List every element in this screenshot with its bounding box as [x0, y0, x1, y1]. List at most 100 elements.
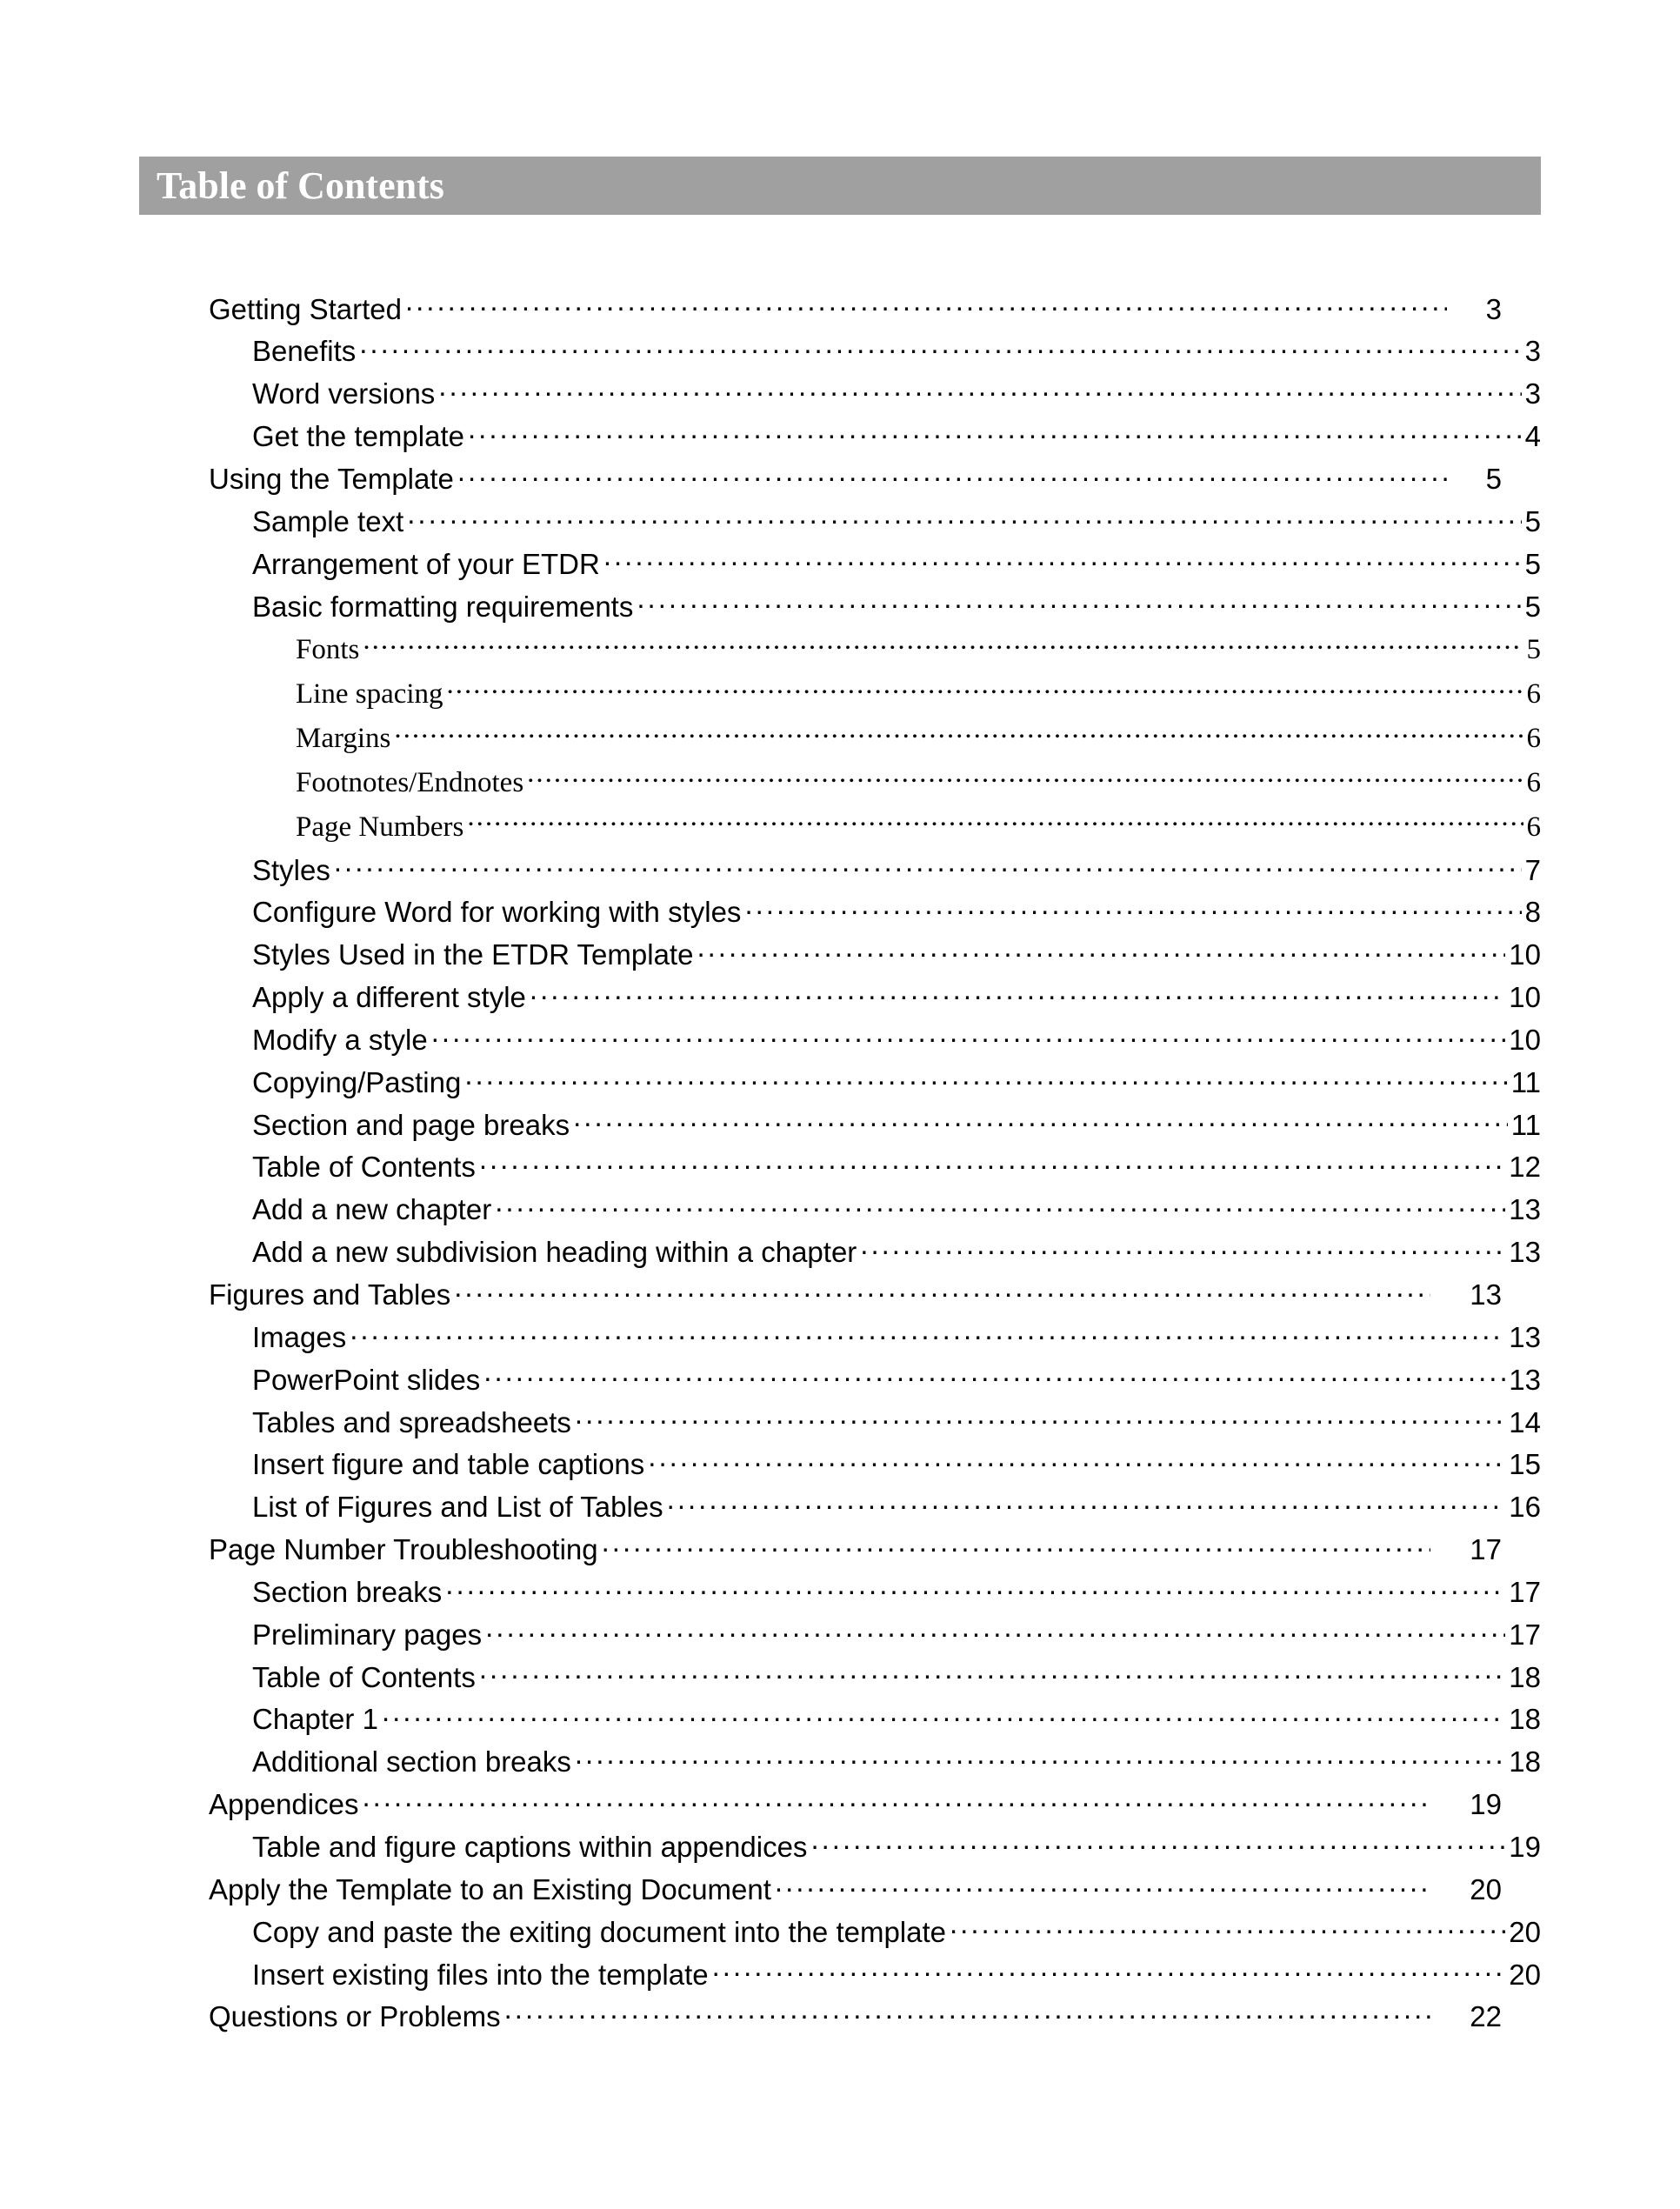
toc-leader-dots: [479, 1652, 1505, 1687]
toc-page-number: 10: [1509, 1022, 1541, 1058]
toc-page-number: 5: [1525, 504, 1541, 539]
toc-label: Appendices: [209, 1786, 358, 1822]
toc-label: Sample text: [252, 504, 403, 539]
toc-label: Getting Started: [209, 291, 402, 327]
toc-page-number: 13: [1509, 1319, 1541, 1355]
toc-page-number: 10: [1509, 937, 1541, 972]
toc-label: Add a new subdivision heading within a c…: [252, 1234, 857, 1270]
toc-leader-dots: [467, 801, 1523, 836]
toc-leader-dots: [438, 370, 1521, 404]
toc-leader-dots: [405, 284, 1447, 319]
toc-entry: PowerPoint slides13: [209, 1355, 1541, 1398]
toc-entry: Appendices 19: [209, 1780, 1541, 1823]
toc-entry: Footnotes/Endnotes6: [209, 757, 1541, 801]
toc-entry: Figures and Tables 13: [209, 1270, 1541, 1312]
toc-entry: Benefits3: [209, 327, 1541, 370]
toc-leader-dots: [775, 1865, 1430, 1899]
toc-entry: Add a new chapter13: [209, 1185, 1541, 1228]
toc-entry: Insert figure and table captions15: [209, 1440, 1541, 1483]
toc-entry: Basic formatting requirements5: [209, 582, 1541, 624]
toc-container: Getting Started3Benefits3Word versions3G…: [139, 284, 1541, 2035]
toc-entry: Add a new subdivision heading within a c…: [209, 1228, 1541, 1271]
toc-label: Apply the Template to an Existing Docume…: [209, 1872, 771, 1907]
toc-entry: Sample text 5: [209, 497, 1541, 539]
toc-entry: Getting Started 3: [209, 284, 1541, 327]
toc-page-number: 6: [1527, 677, 1542, 712]
toc-label: Table of Contents: [252, 1149, 476, 1185]
toc-label: Section breaks: [252, 1574, 442, 1610]
toc-page-number: 18: [1509, 1659, 1541, 1695]
toc-leader-dots: [495, 1185, 1505, 1220]
toc-page-number: 8: [1525, 894, 1541, 930]
toc-page-number: 20: [1509, 1914, 1541, 1950]
toc-label: Benefits: [252, 333, 356, 369]
toc-label: Page Number Troubleshooting: [209, 1532, 598, 1567]
toc-leader-dots: [350, 1312, 1505, 1347]
toc-label: Get the template: [252, 418, 464, 454]
toc-leader-dots: [431, 1015, 1506, 1050]
toc-label: Table and figure captions within appendi…: [252, 1829, 807, 1865]
toc-entry: Section breaks 17: [209, 1567, 1541, 1610]
toc-page-number: 6: [1527, 810, 1542, 845]
toc-entry: Copying/Pasting11: [209, 1058, 1541, 1100]
toc-leader-dots: [575, 1398, 1505, 1432]
toc-leader-dots: [810, 1822, 1505, 1857]
toc-leader-dots: [712, 1950, 1506, 1985]
toc-leader-dots: [573, 1100, 1508, 1135]
toc-page-number: 5: [1525, 589, 1541, 624]
toc-label: Insert figure and table captions: [252, 1446, 644, 1482]
toc-page-number: 5: [1527, 632, 1542, 668]
toc-page-number: 19: [1470, 1786, 1502, 1822]
toc-page-number: 4: [1525, 418, 1541, 454]
toc-page-number: 16: [1509, 1489, 1541, 1525]
toc-page-number: 13: [1470, 1277, 1502, 1312]
toc-leader-dots: [362, 1780, 1430, 1815]
toc-entry: Insert existing files into the template 2…: [209, 1950, 1541, 1992]
toc-label: Copying/Pasting: [252, 1064, 461, 1100]
toc-page-number: 3: [1486, 291, 1502, 327]
toc-leader-dots: [744, 888, 1521, 923]
toc-entry: Questions or Problems22: [209, 1992, 1541, 2035]
toc-entry: Preliminary pages17: [209, 1610, 1541, 1652]
toc-label: Styles Used in the ETDR Template: [252, 937, 693, 972]
toc-label: Insert existing files into the template: [252, 1957, 709, 1992]
toc-entry: Table of Contents 18: [209, 1652, 1541, 1695]
toc-label: Page Numbers: [296, 810, 463, 845]
document-page: Table of Contents Getting Started3Benefi…: [0, 0, 1680, 2209]
toc-page-number: 22: [1470, 1999, 1502, 2034]
toc-leader-dots: [860, 1228, 1505, 1263]
toc-page-number: 20: [1509, 1957, 1541, 1992]
toc-leader-dots: [464, 1058, 1507, 1092]
toc-label: Configure Word for working with styles: [252, 894, 741, 930]
toc-leader-dots: [504, 1992, 1431, 2027]
toc-leader-dots: [454, 1270, 1430, 1305]
toc-leader-dots: [483, 1355, 1505, 1390]
toc-entry: Using the Template5: [209, 454, 1541, 497]
toc-label: Chapter 1: [252, 1701, 378, 1737]
toc-page-number: 13: [1509, 1191, 1541, 1227]
toc-leader-dots: [468, 412, 1522, 447]
toc-page-number: 11: [1511, 1107, 1541, 1143]
toc-label: Table of Contents: [252, 1659, 476, 1695]
toc-entry: Images13: [209, 1312, 1541, 1355]
toc-entry: Apply a different style10: [209, 973, 1541, 1016]
toc-label: Preliminary pages: [252, 1617, 482, 1652]
toc-leader-dots: [648, 1440, 1505, 1475]
toc-entry: Arrangement of your ETDR5: [209, 539, 1541, 582]
toc-leader-dots: [697, 931, 1505, 965]
toc-page-number: 17: [1470, 1532, 1502, 1567]
toc-label: Figures and Tables: [209, 1277, 450, 1312]
toc-header: Table of Contents: [139, 157, 1541, 215]
toc-label: Margins: [296, 721, 390, 757]
toc-entry: Page Number Troubleshooting 17: [209, 1525, 1541, 1567]
toc-label: Styles: [252, 852, 330, 888]
toc-leader-dots: [950, 1907, 1505, 1942]
toc-page-number: 18: [1509, 1701, 1541, 1737]
toc-page-number: 13: [1509, 1362, 1541, 1398]
toc-leader-dots: [445, 1567, 1505, 1602]
toc-entry: Page Numbers 6: [209, 801, 1541, 845]
toc-label: Tables and spreadsheets: [252, 1405, 571, 1440]
toc-leader-dots: [363, 624, 1523, 659]
toc-entry: Configure Word for working with styles 8: [209, 888, 1541, 931]
toc-page-number: 17: [1509, 1574, 1541, 1610]
